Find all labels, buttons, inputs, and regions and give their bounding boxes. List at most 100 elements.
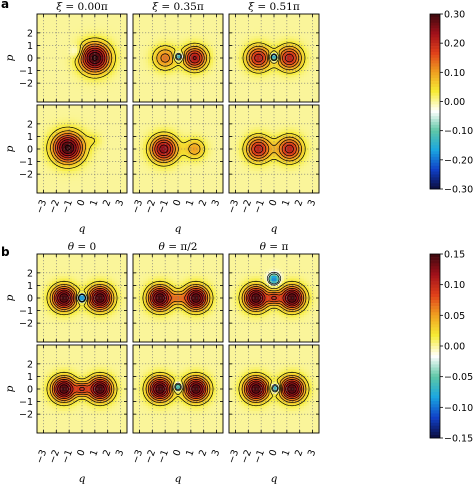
- title-symbol: θ: [159, 241, 166, 253]
- title-value: = 0.00π: [62, 1, 108, 13]
- x-axis-label: q: [79, 223, 86, 235]
- panel-b-r2c2: [132, 344, 224, 434]
- panel-a-r1c1-contours: [74, 37, 116, 79]
- panel-a-r1c1-grid: [37, 14, 127, 102]
- x-tick-label: 0: [171, 198, 183, 207]
- x-tick-label: 2: [101, 198, 113, 207]
- panel-a-r1c2-grid: [133, 14, 223, 102]
- y-tick-label: 0: [27, 294, 33, 305]
- panel-a-r1c2: [132, 13, 224, 103]
- y-axis-label: p: [4, 294, 16, 301]
- x-tick-label: −1: [252, 448, 267, 465]
- x-axis-label: q: [271, 473, 278, 485]
- x-axis-label: q: [79, 473, 86, 485]
- x-tick-label: −1: [60, 198, 75, 215]
- y-tick-label: −2: [19, 79, 33, 90]
- colorbar-tick-label: 0.30: [444, 10, 465, 21]
- x-tick-label: 3: [306, 448, 318, 457]
- title-symbol: θ: [68, 241, 75, 253]
- panel-b-r2c3: [228, 344, 320, 434]
- y-tick-label: 0: [27, 145, 33, 156]
- x-tick-label: −2: [47, 448, 62, 465]
- column-title: ξ = 0.51π: [248, 1, 300, 13]
- y-tick-label: 2: [27, 119, 33, 130]
- y-tick-label: 2: [27, 28, 33, 39]
- panel-a-r2c2-contours: [145, 131, 205, 167]
- x-tick-label: −2: [239, 198, 254, 215]
- panel-a-r1c3-grid: [229, 14, 319, 102]
- x-tick-label: 1: [280, 198, 292, 207]
- colorbar-tick-label: 0.15: [444, 250, 465, 261]
- x-tick-label: −2: [239, 448, 254, 465]
- y-tick-label: 1: [27, 132, 33, 143]
- panel-b-r2c2-grid: [133, 345, 223, 433]
- colorbar-b: 0.15 0.10 0.05 0.00 −0.05 −0.10 −0.15: [429, 250, 473, 445]
- colorbar-tick-label: −0.10: [444, 126, 473, 137]
- x-tick-label: 1: [184, 448, 196, 457]
- y-tick-label: 1: [27, 281, 33, 292]
- y-tick-label: −1: [19, 157, 33, 168]
- title-value: = 0.51π: [254, 1, 300, 13]
- panel-b-r1c2: [132, 253, 224, 343]
- colorbar-tick-label: 0.00: [444, 97, 465, 108]
- y-tick-label: 2: [27, 359, 33, 370]
- y-axis-label: p: [4, 145, 16, 152]
- x-tick-label: 0: [267, 448, 279, 457]
- y-tick-label: 0: [27, 54, 33, 65]
- x-tick-label: −3: [226, 198, 241, 215]
- panel-a-r2c1-grid: [37, 105, 127, 193]
- x-tick-label: 2: [197, 448, 209, 457]
- x-tick-label: 3: [210, 448, 222, 457]
- panel-b-r2c3-contours: [238, 371, 310, 407]
- panel-label: b: [1, 245, 10, 259]
- panel-b-r1c2-grid: [133, 254, 223, 342]
- x-tick-label: 2: [293, 448, 305, 457]
- panel-b-r1c1-contours: [46, 280, 118, 316]
- x-tick-label: −1: [252, 198, 267, 215]
- panel-a-r2c1: [36, 104, 128, 194]
- x-tick-label: 0: [75, 448, 87, 457]
- column-title: θ = π/2: [159, 241, 198, 253]
- panel-b-r2c1: [36, 344, 128, 434]
- colorbar-tick-label: 0.10: [444, 280, 465, 291]
- panel-b-r2c1-grid: [37, 345, 127, 433]
- y-tick-label: 2: [27, 268, 33, 279]
- panel-b-r1c3-heatmap: [229, 254, 320, 343]
- x-axis-label: q: [271, 223, 278, 235]
- y-axis-label: p: [4, 54, 16, 61]
- panel-a-r1c3-contours: [242, 42, 306, 74]
- y-tick-label: 1: [27, 372, 33, 383]
- panel-a-r2c3-grid: [229, 105, 319, 193]
- panel-a-r2c3: [228, 104, 320, 194]
- x-tick-label: −3: [226, 448, 241, 465]
- panel-a-r2c1-contours: [46, 126, 95, 169]
- x-tick-label: 3: [306, 198, 318, 207]
- column-title: θ = 0: [68, 241, 96, 253]
- y-tick-label: −2: [19, 319, 33, 330]
- panel-b-r1c3: [228, 253, 320, 343]
- x-tick-label: 1: [280, 448, 292, 457]
- colorbar-tick-label: −0.20: [444, 155, 473, 166]
- panel-a-r1c1: [36, 13, 128, 103]
- title-value: = 0: [74, 241, 96, 253]
- x-tick-label: −2: [47, 198, 62, 215]
- colorbar-tick-label: −0.15: [444, 434, 473, 445]
- x-tick-label: −3: [130, 448, 145, 465]
- x-axis-label: q: [175, 473, 182, 485]
- y-axis-label: p: [4, 385, 16, 392]
- panel-b-r1c2-contours: [142, 280, 214, 316]
- x-tick-label: 1: [88, 448, 100, 457]
- panel-b-r1c3-grid: [229, 254, 319, 342]
- x-tick-label: 0: [267, 198, 279, 207]
- y-tick-label: 0: [27, 385, 33, 396]
- column-title: θ = π: [260, 241, 289, 253]
- colorbar-tick-label: −0.05: [444, 372, 473, 383]
- panel-b-r1c3-contours: [238, 271, 310, 316]
- title-symbol: ξ: [56, 1, 63, 13]
- title-symbol: θ: [260, 241, 267, 253]
- y-tick-label: −1: [19, 306, 33, 317]
- panel-b-r1c1: [36, 253, 128, 343]
- panel-label: a: [1, 0, 9, 11]
